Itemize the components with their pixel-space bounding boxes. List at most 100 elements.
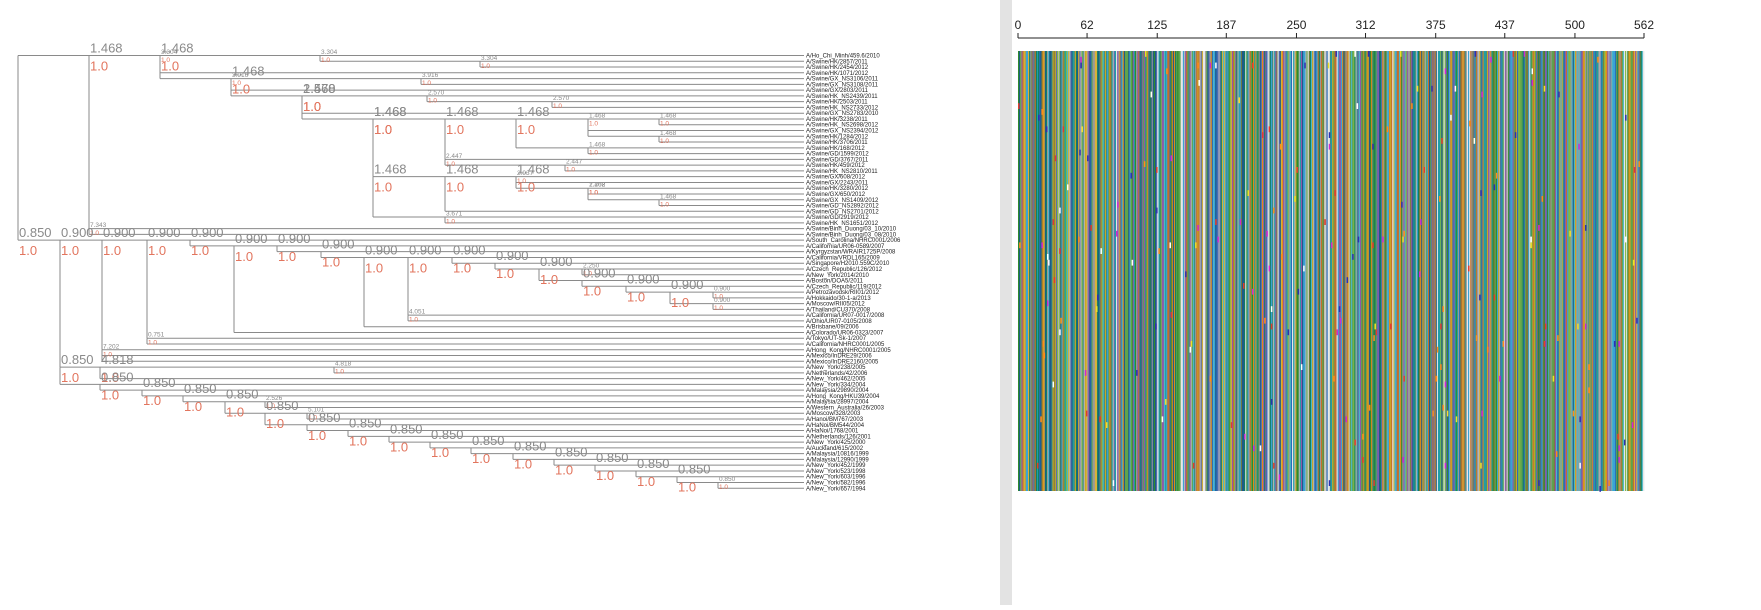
tree-leaf-label[interactable]: A/South_Carolina/NHRC0001/2006: [806, 238, 901, 244]
tree-leaf-label[interactable]: A/California/VRDL165/2009: [806, 255, 880, 261]
tree-leaf-label[interactable]: A/Swine/HK/459/2012: [806, 163, 865, 169]
tree-leaf-label[interactable]: A/California/UR06-0589/2007: [806, 244, 885, 250]
tree-leaf-label[interactable]: A/Swine/GX_NS2394/2012: [806, 129, 879, 135]
alignment-column: [1201, 51, 1204, 491]
tree-leaf-label[interactable]: A/Czech_Republic/119/2012: [806, 284, 882, 290]
tree-leaf-label[interactable]: A/Swine/Binh_Duong/03_10/2010: [806, 227, 897, 233]
tree-leaf-label[interactable]: A/Colorado/UR06-0323/2007: [806, 330, 884, 336]
tree-leaf-label[interactable]: A/Hong_Kong/HKU39/2004: [806, 394, 880, 400]
alignment-column: [1129, 51, 1131, 491]
alignment-column: [1499, 51, 1501, 491]
tree-leaf-label[interactable]: A/Auckland/615/2002: [806, 446, 864, 452]
tree-leaf-label[interactable]: A/Swine/GD/1599/2012: [806, 152, 869, 158]
tree-leaf-label[interactable]: A/Brisbane/09/2006: [806, 325, 859, 331]
tree-leaf-label[interactable]: A/Mexico/InDRE29/2006: [806, 354, 872, 360]
alignment-column: [1077, 51, 1079, 491]
tree-leaf-label[interactable]: A/Swine/GX_NS3108/2011: [806, 82, 879, 88]
tree-leaf-label[interactable]: A/Tokyo/UT-Sk-1/2007: [806, 336, 867, 342]
alignment-variant-cell: [1270, 399, 1273, 405]
alignment-column: [1163, 51, 1166, 491]
tree-leaf-label[interactable]: A/Hokkaido/30-1-a/2013: [806, 296, 871, 302]
tree-leaf-label[interactable]: A/HaNoi/1768/2001: [806, 429, 859, 435]
tree-leaf-label[interactable]: A/Boston/DOA5/2011: [806, 279, 864, 285]
tree-leaf-label[interactable]: A/California/UR07-0017/2008: [806, 313, 885, 319]
tree-leaf-label[interactable]: A/New_York/238/2005: [806, 365, 866, 371]
tree-leaf-label[interactable]: A/Swine/GX/2803/2011: [806, 88, 869, 94]
alignment-column: [1104, 51, 1107, 491]
tree-leaf-label[interactable]: A/Petrozavodsk/RII01/2012: [806, 290, 880, 296]
tree-leaf-label[interactable]: A/Western_Australia/26/2003: [806, 405, 885, 411]
node-support-label: 2.447: [566, 159, 583, 166]
axis-tick-label: 562: [1634, 18, 1654, 32]
tree-leaf-label[interactable]: A/Swine/HK/3238/2011: [806, 117, 868, 123]
alignment-variant-cell: [1158, 248, 1160, 254]
tree-leaf-label[interactable]: A/New_York/452/1999: [806, 463, 866, 469]
tree-leaf-label[interactable]: A/Swine/HK_NS2698/2012: [806, 123, 879, 129]
tree-leaf-label[interactable]: A/Netherlands/42/2006: [806, 371, 868, 377]
tree-leaf-label[interactable]: A/Netherlands/126/2001: [806, 434, 871, 440]
tree-leaf-label[interactable]: A/Swine/HK/168/2012: [806, 146, 865, 152]
tree-leaf-label[interactable]: A/Swine/HK_NS2439/2011: [806, 94, 878, 100]
tree-leaf-label[interactable]: A/Swine/GX/650/2012: [806, 192, 866, 198]
tree-leaf-label[interactable]: A/New_York/582/1996: [806, 480, 866, 486]
tree-leaf-label[interactable]: A/Mexico/InDRE2160/2005: [806, 359, 879, 365]
alignment-variant-cell: [1354, 439, 1356, 446]
tree-leaf-label[interactable]: A/Moscow/328/2003: [806, 411, 861, 417]
tree-leaf-label[interactable]: A/Moscow/RII05/2012: [806, 302, 865, 308]
alignment-variant-cell: [1597, 56, 1599, 63]
tree-leaf-label[interactable]: A/Swine/GX/2243/2011: [806, 180, 869, 186]
tree-leaf-label[interactable]: A/New_York/603/1996: [806, 475, 866, 481]
alignment-variant-cell: [1339, 317, 1342, 324]
tree-leaf-label[interactable]: A/Swine/HK/2503/2011: [806, 100, 868, 106]
tree-leaf-label[interactable]: A/Swine/HK/1071/2012: [806, 71, 869, 77]
tree-leaf-label[interactable]: A/Thailand/CU370/2008: [806, 307, 871, 313]
alignment-panel: 0 62 125 187 250 312 375 437 500 562: [1012, 0, 1761, 605]
tree-leaf-label[interactable]: A/Swine/GX_NS2783/2010: [806, 111, 879, 117]
panel-divider[interactable]: [1000, 0, 1012, 605]
tree-leaf-label[interactable]: A/Swine/GX/608/2012: [806, 175, 866, 181]
tree-leaf-label[interactable]: A/Kyrgyzstan/WRAIR1725P/2008: [806, 250, 896, 256]
tree-leaf-label[interactable]: A/Swine/GD/2919/2012: [806, 215, 869, 221]
tree-leaf-label[interactable]: A/Swine/GD/3767/2011: [806, 157, 869, 163]
tree-leaf-label[interactable]: A/Swine/GX_NS1409/2012: [806, 198, 879, 204]
alignment-variant-cell: [1131, 259, 1134, 266]
tree-leaf-label[interactable]: A/Ohio/UR07-0105/2008: [806, 319, 872, 325]
tree-leaf-label[interactable]: A/Swine/HK_NS2810/2011: [806, 169, 878, 175]
node-support-label: 1.468: [161, 41, 194, 56]
tree-leaf-label[interactable]: A/Hong_Kong/NHRC0001/2005: [806, 348, 891, 354]
tree-leaf-label[interactable]: A/New_York/523/1998: [806, 469, 866, 475]
tree-leaf-label[interactable]: A/Swine/HK_NS1651/2012: [806, 221, 879, 227]
tree-leaf-label[interactable]: A/Malaysia/29890/2004: [806, 388, 869, 394]
node-support-label: 2.570: [553, 95, 570, 102]
tree-leaf-label[interactable]: A/New_York/425/2000: [806, 440, 866, 446]
tree-leaf-label[interactable]: A/Hanoi/BM767/2003: [806, 417, 864, 423]
alignment-column: [1050, 51, 1052, 491]
tree-leaf-label[interactable]: A/Czech_Republic/126/2012: [806, 267, 883, 273]
alignment-column: [1095, 51, 1098, 491]
tree-leaf-label[interactable]: A/Singapore/H2010.559C/2010: [806, 261, 890, 267]
tree-leaf-label[interactable]: A/Malaysia/12990/1999: [806, 457, 869, 463]
alignment-variant-cell: [1338, 306, 1341, 312]
alignment-column: [1439, 51, 1441, 491]
tree-leaf-label[interactable]: A/New_York/334/2004: [806, 382, 866, 388]
tree-leaf-label[interactable]: A/Swine/HK_NS2733/2012: [806, 105, 879, 111]
tree-leaf-label[interactable]: A/Swine/HK/1284/2012: [806, 134, 869, 140]
tree-leaf-label[interactable]: A/New_York/2014/2010: [806, 273, 869, 279]
alignment-column: [1256, 51, 1258, 491]
tree-leaf-label[interactable]: A/Swine/GX_NS3106/2011: [806, 77, 879, 83]
tree-leaf-label[interactable]: A/Malaysia/28997/2004: [806, 400, 869, 406]
tree-leaf-label[interactable]: A/Swine/GD_NS2701/2012: [806, 209, 879, 215]
tree-leaf-label[interactable]: A/New_York/657/1994: [806, 486, 866, 492]
tree-leaf-label[interactable]: A/HaNoi/BM544/2004: [806, 423, 865, 429]
tree-leaf-label[interactable]: A/California/NHRC0001/2005: [806, 342, 885, 348]
tree-leaf-label[interactable]: A/Swine/HK/3280/2012: [806, 186, 869, 192]
tree-leaf-label[interactable]: A/Swine/GD_NS2892/2012: [806, 204, 879, 210]
tree-leaf-label[interactable]: A/Swine/Binh_Duong/03_08/2010: [806, 232, 897, 238]
tree-leaf-label[interactable]: A/Swine/HK/2454/2012: [806, 65, 869, 71]
tree-leaf-label[interactable]: A/Ho_Chi_Minh/459.6/2010: [806, 54, 880, 60]
tree-leaf-label[interactable]: A/Swine/HK/2857/2011: [806, 59, 868, 65]
tree-leaf-label[interactable]: A/New_York/462/2005: [806, 377, 866, 383]
tree-leaf-label[interactable]: A/Swine/HK/3706/2011: [806, 140, 868, 146]
node-support-label: 0.900: [714, 286, 731, 293]
tree-leaf-label[interactable]: A/Malaysia/10816/1999: [806, 452, 869, 458]
